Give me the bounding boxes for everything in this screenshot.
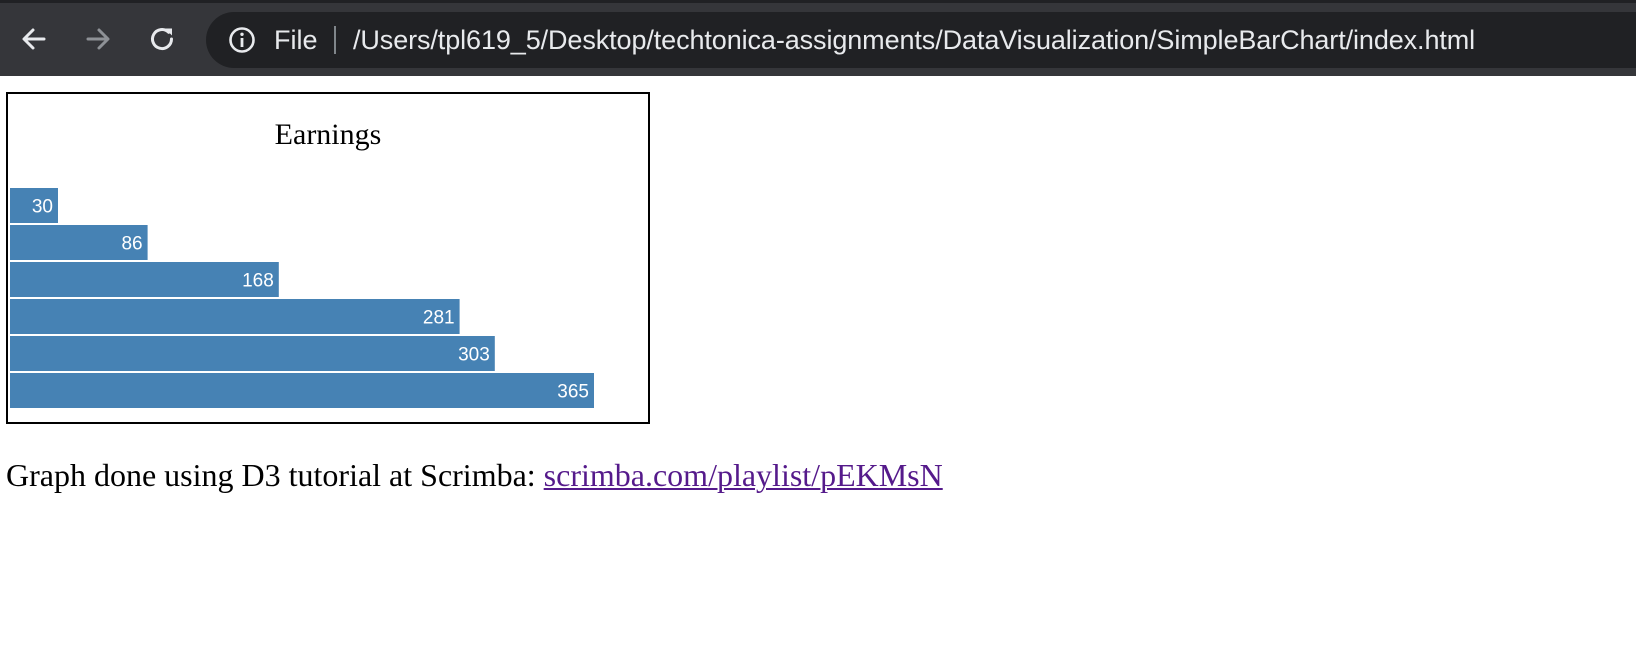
back-button[interactable]: [13, 18, 55, 60]
bar-label-0: 30: [32, 197, 53, 218]
bar-1: [10, 225, 148, 260]
chart-frame: [6, 92, 650, 424]
reload-button[interactable]: [141, 18, 183, 60]
bar-2: [10, 262, 279, 297]
bar-5: [10, 373, 594, 408]
caption: Graph done using D3 tutorial at Scrimba:…: [6, 455, 943, 495]
forward-button[interactable]: [77, 18, 119, 60]
bar-label-5: 365: [557, 382, 589, 403]
bar-label-3: 281: [423, 308, 455, 329]
browser-toolbar: File /Users/tpl619_5/Desktop/techtonica-…: [0, 0, 1636, 76]
address-bar[interactable]: File /Users/tpl619_5/Desktop/techtonica-…: [206, 12, 1636, 68]
chart-title: Earnings: [275, 118, 382, 151]
bar-label-2: 168: [242, 271, 274, 292]
forward-arrow-icon: [86, 28, 110, 50]
scrimba-playlist-link[interactable]: scrimba.com/playlist/pEKMsN: [543, 457, 943, 493]
info-icon[interactable]: [228, 26, 256, 54]
back-arrow-icon: [22, 28, 46, 50]
file-scheme-label: File: [274, 25, 318, 55]
caption-text: Graph done using D3 tutorial at Scrimba:: [6, 457, 544, 493]
bar-label-4: 303: [458, 345, 490, 366]
bar-0: [10, 188, 58, 223]
url-text[interactable]: /Users/tpl619_5/Desktop/techtonica-assig…: [353, 25, 1476, 55]
bar-label-1: 86: [121, 234, 142, 255]
reload-icon: [151, 28, 174, 51]
bar-4: [10, 336, 495, 371]
bar-3: [10, 299, 460, 334]
address-divider: [334, 26, 336, 54]
